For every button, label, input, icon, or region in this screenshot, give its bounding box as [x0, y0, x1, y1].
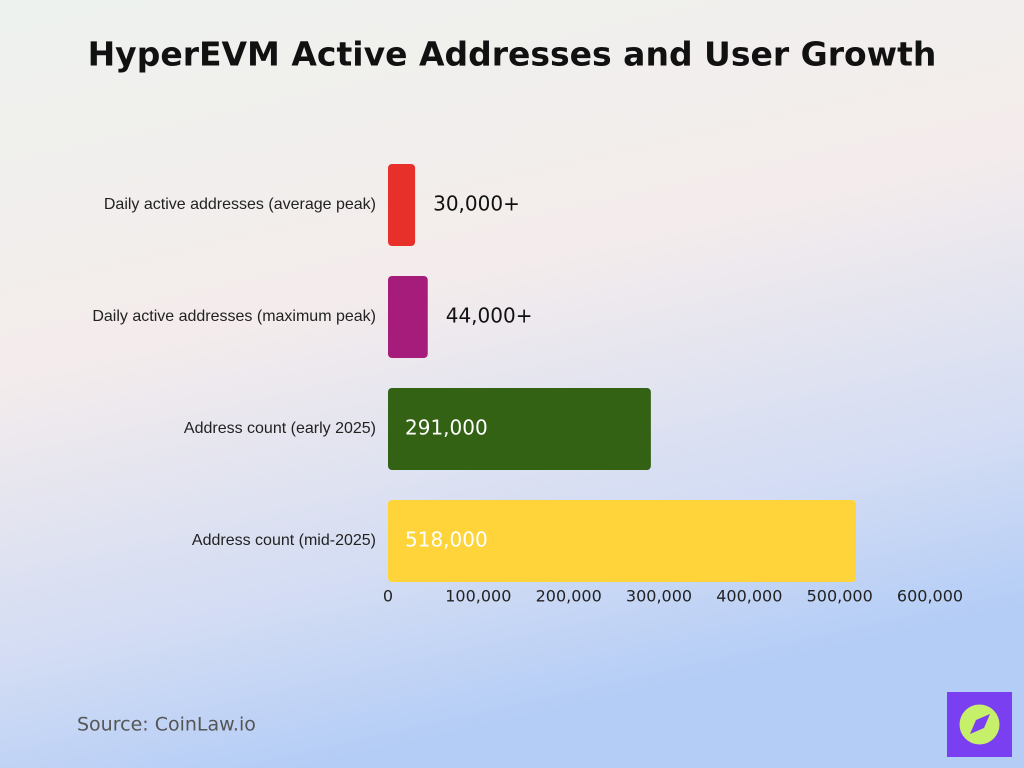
x-tick-label: 400,000	[716, 587, 782, 606]
x-tick-label: 100,000	[445, 587, 511, 606]
x-tick-label: 600,000	[897, 587, 963, 606]
x-tick-label: 500,000	[807, 587, 873, 606]
x-tick-label: 200,000	[536, 587, 602, 606]
x-tick-label: 0	[383, 587, 393, 606]
bar	[388, 164, 416, 246]
x-tick-label: 300,000	[626, 587, 692, 606]
bar	[388, 500, 856, 582]
y-tick-label: Daily active addresses (average peak)	[104, 196, 376, 213]
source: Source: CoinLaw.io	[77, 714, 256, 736]
value-label: 291,000	[405, 416, 488, 440]
value-label: 30,000+	[433, 192, 520, 216]
value-label: 44,000+	[446, 304, 533, 328]
y-tick-label: Address count (mid-2025)	[192, 532, 376, 549]
logo	[947, 692, 1012, 757]
value-label: 518,000	[405, 528, 488, 552]
y-tick-label: Daily active addresses (maximum peak)	[92, 308, 376, 325]
chart-title: HyperEVM Active Addresses and User Growt…	[88, 35, 937, 74]
bar	[388, 388, 651, 470]
y-tick-label: Address count (early 2025)	[184, 420, 376, 437]
bar	[388, 276, 428, 358]
